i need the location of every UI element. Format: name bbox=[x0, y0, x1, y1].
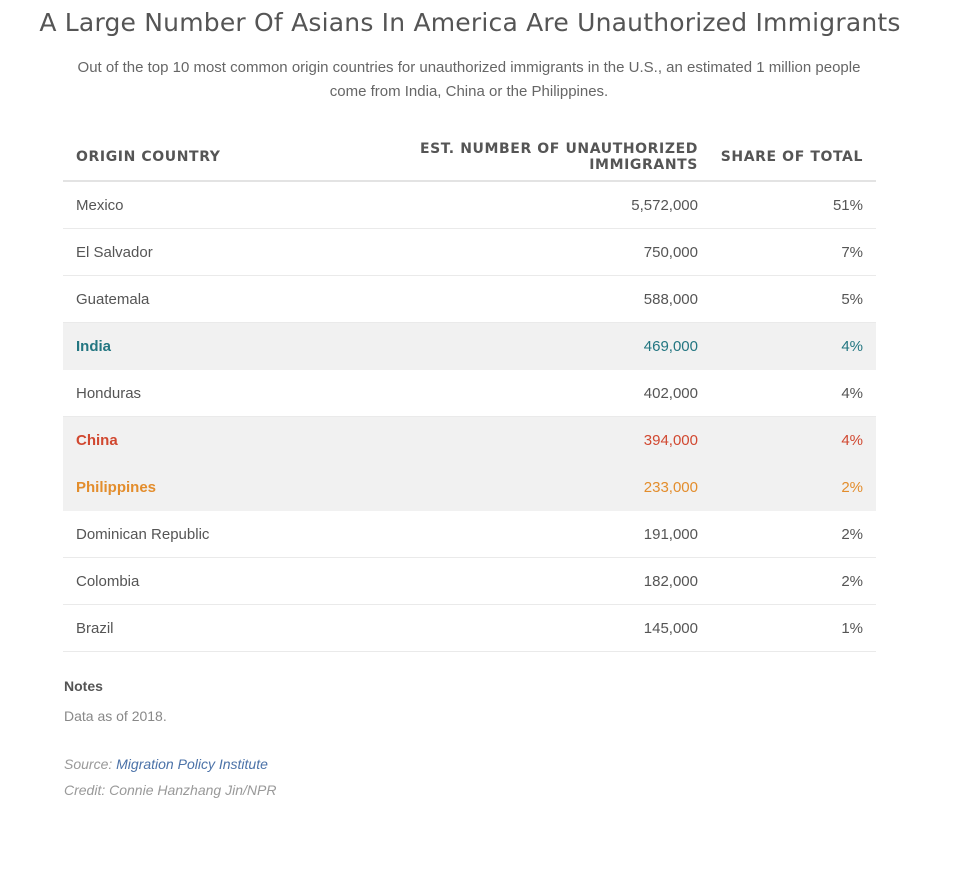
cell-estimated-number: 145,000 bbox=[306, 604, 698, 652]
cell-estimated-number: 469,000 bbox=[306, 322, 698, 370]
table-row: Dominican Republic 191,000 2% bbox=[63, 510, 876, 558]
cell-origin-country: Colombia bbox=[63, 557, 306, 605]
table-row: Philippines 233,000 2% bbox=[63, 463, 876, 511]
cell-origin-country: El Salvador bbox=[63, 228, 306, 276]
source-line: Source: Migration Policy Institute bbox=[64, 756, 268, 772]
cell-estimated-number: 402,000 bbox=[306, 369, 698, 417]
chart-subtitle: Out of the top 10 most common origin cou… bbox=[77, 59, 861, 100]
cell-estimated-number: 182,000 bbox=[306, 557, 698, 605]
cell-origin-country: Honduras bbox=[63, 369, 306, 417]
cell-share-of-total: 1% bbox=[698, 604, 876, 652]
cell-estimated-number: 233,000 bbox=[306, 463, 698, 511]
table-row: Colombia 182,000 2% bbox=[63, 557, 876, 605]
cell-share-of-total: 7% bbox=[698, 228, 876, 276]
table-row: Guatemala 588,000 5% bbox=[63, 275, 876, 323]
cell-origin-country: India bbox=[63, 322, 306, 370]
cell-share-of-total: 2% bbox=[698, 510, 876, 558]
table-row: Honduras 402,000 4% bbox=[63, 369, 876, 417]
cell-share-of-total: 51% bbox=[698, 181, 876, 229]
notes-text: Data as of 2018. bbox=[64, 708, 167, 724]
cell-share-of-total: 2% bbox=[698, 557, 876, 605]
cell-share-of-total: 2% bbox=[698, 463, 876, 511]
table-row: China 394,000 4% bbox=[63, 416, 876, 464]
chart-title: A Large Number Of Asians In America Are … bbox=[39, 8, 901, 37]
cell-origin-country: Dominican Republic bbox=[63, 510, 306, 558]
table-row: Mexico 5,572,000 51% bbox=[63, 181, 876, 229]
table-body: Mexico 5,572,000 51% El Salvador 750,000 7% Gu… bbox=[63, 181, 876, 652]
cell-estimated-number: 588,000 bbox=[306, 275, 698, 323]
cell-share-of-total: 4% bbox=[698, 322, 876, 370]
column-header-share-of-total: SHARE OF TOTAL bbox=[698, 134, 876, 182]
column-header-estimated-number: EST. NUMBER OF UNAUTHORIZED IMMIGRANTS bbox=[306, 134, 698, 182]
table-row: Brazil 145,000 1% bbox=[63, 604, 876, 652]
data-table-container: ORIGIN COUNTRY EST. NUMBER OF UNAUTHORIZ… bbox=[63, 134, 876, 652]
cell-share-of-total: 4% bbox=[698, 416, 876, 464]
source-link[interactable]: Migration Policy Institute bbox=[116, 756, 268, 772]
notes-label: Notes bbox=[64, 678, 103, 694]
table-row: El Salvador 750,000 7% bbox=[63, 228, 876, 276]
cell-share-of-total: 5% bbox=[698, 275, 876, 323]
cell-estimated-number: 191,000 bbox=[306, 510, 698, 558]
source-prefix: Source: bbox=[64, 756, 117, 772]
cell-estimated-number: 5,572,000 bbox=[306, 181, 698, 229]
cell-origin-country: Guatemala bbox=[63, 275, 306, 323]
cell-origin-country: Philippines bbox=[63, 463, 306, 511]
cell-origin-country: Brazil bbox=[63, 604, 306, 652]
cell-share-of-total: 4% bbox=[698, 369, 876, 417]
data-table: ORIGIN COUNTRY EST. NUMBER OF UNAUTHORIZ… bbox=[63, 134, 876, 652]
cell-estimated-number: 750,000 bbox=[306, 228, 698, 276]
cell-estimated-number: 394,000 bbox=[306, 416, 698, 464]
table-row: India 469,000 4% bbox=[63, 322, 876, 370]
credit-line: Credit: Connie Hanzhang Jin/NPR bbox=[64, 782, 277, 798]
table-header-row: ORIGIN COUNTRY EST. NUMBER OF UNAUTHORIZ… bbox=[63, 134, 876, 182]
cell-origin-country: China bbox=[63, 416, 306, 464]
cell-origin-country: Mexico bbox=[63, 181, 306, 229]
column-header-origin-country: ORIGIN COUNTRY bbox=[63, 134, 306, 182]
